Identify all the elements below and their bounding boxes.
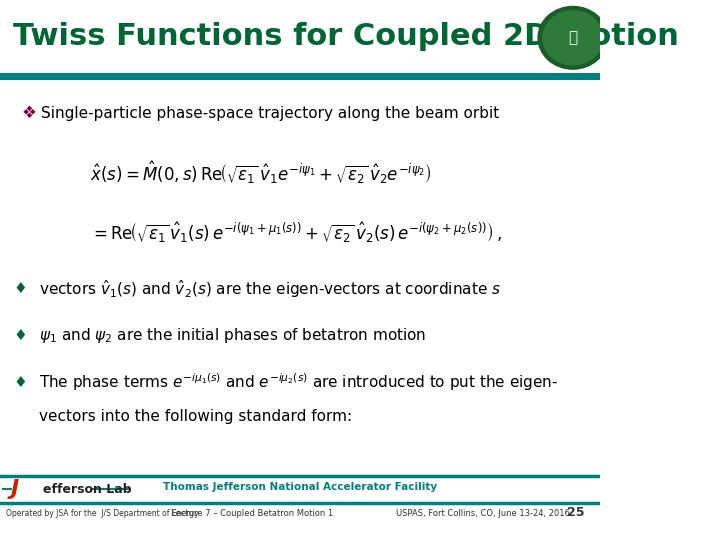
Text: Lecture 7 – Coupled Betatron Motion 1: Lecture 7 – Coupled Betatron Motion 1: [171, 509, 333, 517]
Text: ❖: ❖: [22, 104, 36, 123]
Circle shape: [543, 11, 603, 65]
Text: $\psi_1$ and $\psi_2$ are the initial phases of betatron motion: $\psi_1$ and $\psi_2$ are the initial ph…: [39, 326, 426, 346]
Text: 25: 25: [567, 507, 585, 519]
FancyBboxPatch shape: [0, 73, 600, 80]
Text: J: J: [11, 479, 19, 500]
Circle shape: [538, 6, 608, 69]
Text: $\hat{x}(s) = \hat{M}(0,s)\,\mathrm{Re}\!\left(\sqrt{\varepsilon_1}\,\hat{v}_1 e: $\hat{x}(s) = \hat{M}(0,s)\,\mathrm{Re}\…: [90, 159, 432, 186]
Text: ♦: ♦: [13, 328, 27, 343]
Text: USPAS, Fort Collins, CO, June 13-24, 2016: USPAS, Fort Collins, CO, June 13-24, 201…: [396, 509, 570, 517]
Text: Single-particle phase-space trajectory along the beam orbit: Single-particle phase-space trajectory a…: [41, 106, 499, 121]
Text: $= \mathrm{Re}\!\left(\sqrt{\varepsilon_1}\,\hat{v}_1(s)\,e^{-i(\psi_1+\mu_1(s)): $= \mathrm{Re}\!\left(\sqrt{\varepsilon_…: [90, 221, 502, 245]
Text: 🐏: 🐏: [568, 30, 577, 45]
FancyBboxPatch shape: [0, 0, 600, 73]
Text: Thomas Jefferson National Accelerator Facility: Thomas Jefferson National Accelerator Fa…: [163, 482, 437, 492]
Text: vectors into the following standard form:: vectors into the following standard form…: [39, 409, 352, 424]
Text: ♦: ♦: [13, 281, 27, 296]
Text: ♦: ♦: [13, 375, 27, 390]
Text: vectors $\hat{v}_1(s)$ and $\hat{v}_2(s)$ are the eigen-vectors at coordinate $s: vectors $\hat{v}_1(s)$ and $\hat{v}_2(s)…: [39, 278, 501, 300]
Text: Twiss Functions for Coupled 2D Motion: Twiss Functions for Coupled 2D Motion: [13, 22, 679, 51]
Text: The phase terms $e^{-i\mu_1(s)}$ and $e^{-i\mu_2(s)}$ are introduced to put the : The phase terms $e^{-i\mu_1(s)}$ and $e^…: [39, 372, 558, 393]
Text: efferson Lab: efferson Lab: [43, 483, 132, 496]
Text: Operated by JSA for the  J/S Department of Energy: Operated by JSA for the J/S Department o…: [6, 509, 199, 517]
